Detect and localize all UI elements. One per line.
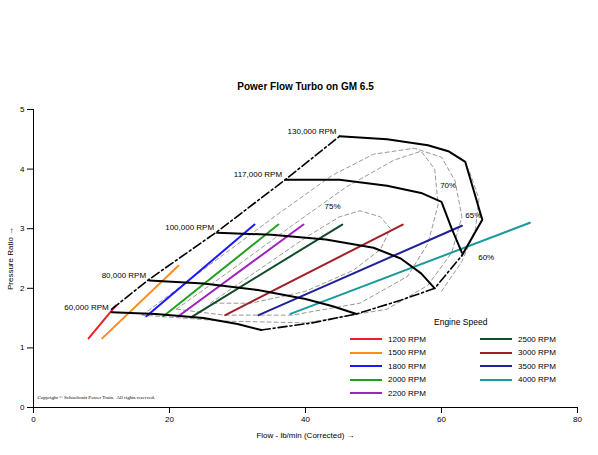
svg-text:130,000 RPM: 130,000 RPM [288,127,337,136]
svg-text:0: 0 [31,415,36,424]
html-text:3500 RPM: 3500 RPM [518,361,556,371]
svg-text:Pressure Ratio →: Pressure Ratio → [6,227,15,290]
svg-text:65%: 65% [465,211,481,220]
svg-text:60: 60 [437,415,446,424]
html-text:1500 RPM: 1500 RPM [388,348,426,358]
svg-text:1: 1 [20,343,25,352]
html-text:4000 RPM: 4000 RPM [518,375,556,385]
svg-text:Copyright © Schoolcraft Power: Copyright © Schoolcraft Power Train. All… [38,395,155,400]
html-text:2500 RPM: 2500 RPM [518,334,556,344]
svg-text:40: 40 [301,415,310,424]
html-text:Engine Speed: Engine Speed [434,316,488,327]
svg-text:5: 5 [20,105,25,114]
svg-text:Power Flow Turbo on GM 6.5: Power Flow Turbo on GM 6.5 [237,81,374,92]
svg-text:80: 80 [573,415,582,424]
svg-text:Flow - lb/min (Corrected) →: Flow - lb/min (Corrected) → [256,431,354,440]
svg-text:75%: 75% [325,202,341,211]
svg-text:117,000 RPM: 117,000 RPM [234,170,283,179]
html-text:1800 RPM: 1800 RPM [388,361,426,371]
html-text:3000 RPM: 3000 RPM [518,348,556,358]
svg-text:80,000 RPM: 80,000 RPM [102,271,147,280]
svg-text:60,000 RPM: 60,000 RPM [64,303,109,312]
svg-text:100,000 RPM: 100,000 RPM [165,223,214,232]
svg-text:70%: 70% [440,181,456,190]
svg-text:0: 0 [20,403,25,412]
svg-text:20: 20 [165,415,174,424]
svg-text:2: 2 [20,284,25,293]
svg-text:60%: 60% [478,253,494,262]
html-text:2200 RPM: 2200 RPM [388,388,426,398]
html-text:1200 RPM: 1200 RPM [388,334,426,344]
html-text:2000 RPM: 2000 RPM [388,375,426,385]
svg-text:3: 3 [20,224,25,233]
svg-text:4: 4 [20,165,25,174]
